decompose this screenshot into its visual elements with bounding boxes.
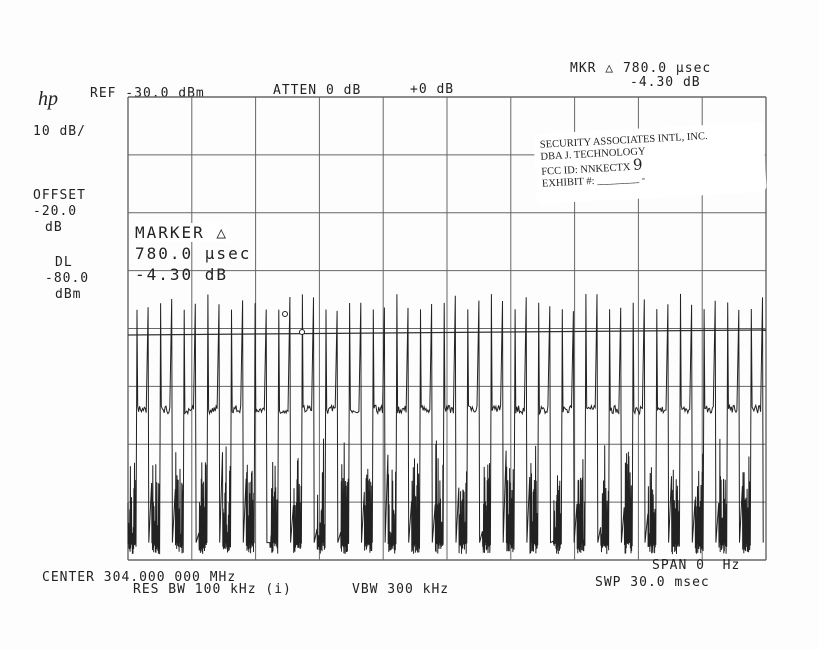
display-line bbox=[127, 329, 767, 336]
hp-logo: hp bbox=[38, 88, 58, 110]
scale-per-div: 10 dB/ bbox=[33, 124, 86, 139]
marker-point bbox=[282, 311, 288, 317]
marker-time: 780.0 μsec bbox=[135, 244, 252, 263]
offset-db: +0 dB bbox=[410, 82, 455, 97]
marker-title: MARKER △ bbox=[135, 223, 229, 242]
video-bandwidth: VBW 300 kHz bbox=[352, 582, 450, 597]
marker-level: -4.30 dB bbox=[135, 265, 229, 284]
offset-unit: dB bbox=[45, 220, 63, 235]
attenuation: ATTEN 0 dB bbox=[273, 83, 362, 98]
fcc-stamp: SECURITY ASSOCIATES INTL, INC. DBA J. TE… bbox=[533, 122, 767, 204]
marker-header-line2: -4.30 dB bbox=[630, 75, 701, 90]
offset-label: OFFSET bbox=[33, 188, 86, 203]
marker-header-line1: MKR △ 780.0 μsec bbox=[570, 61, 712, 76]
trace-line bbox=[127, 293, 764, 555]
center-frequency: CENTER 304.000 000 MHz bbox=[42, 570, 237, 585]
resolution-bandwidth: RES BW 100 kHz (i) bbox=[133, 582, 292, 597]
span: SPAN 0 Hz bbox=[652, 558, 741, 573]
offset-value: -20.0 bbox=[33, 204, 78, 219]
stamp-handwritten-number: 9 bbox=[632, 155, 643, 174]
sweep-time: SWP 30.0 msec bbox=[595, 575, 710, 590]
dl-label: DL bbox=[55, 255, 73, 270]
marker-point bbox=[299, 329, 305, 335]
dl-unit: dBm bbox=[55, 287, 82, 302]
dl-value: -80.0 bbox=[45, 271, 90, 286]
